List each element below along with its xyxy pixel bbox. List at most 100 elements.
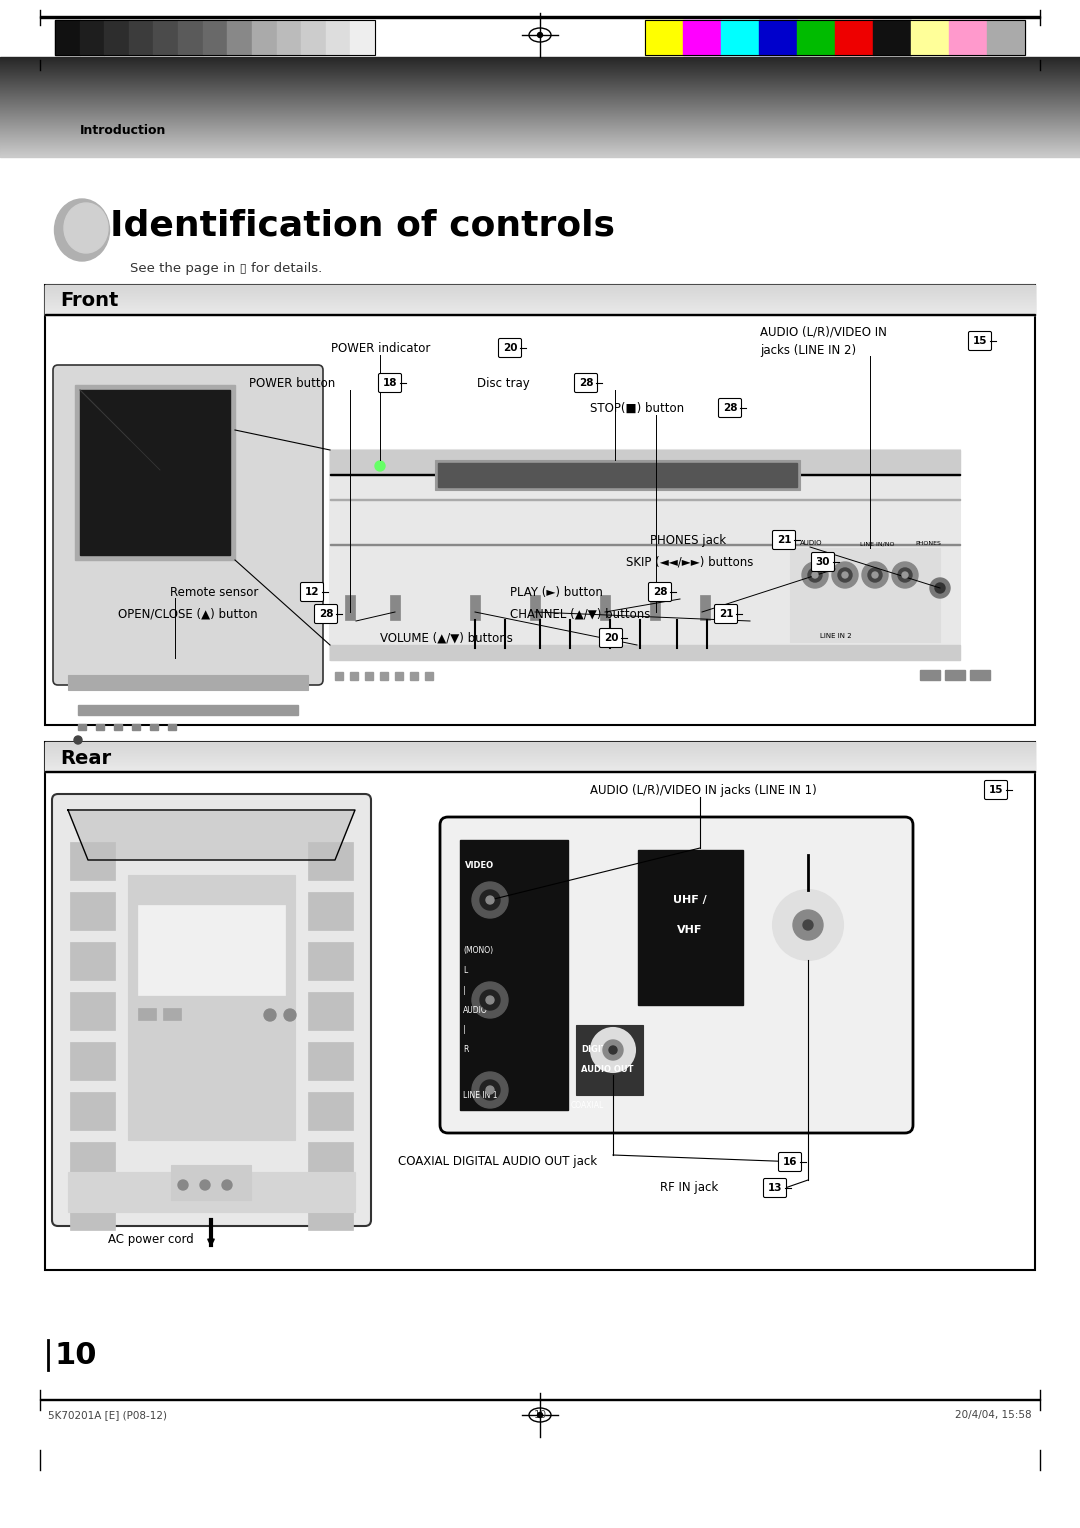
Circle shape — [200, 1180, 210, 1190]
FancyBboxPatch shape — [772, 530, 796, 550]
Bar — [55, 20, 375, 55]
Circle shape — [178, 1180, 188, 1190]
FancyBboxPatch shape — [718, 399, 742, 417]
Text: AUDIO OUT: AUDIO OUT — [581, 1065, 634, 1074]
Text: AUDIO (L/R)/VIDEO IN: AUDIO (L/R)/VIDEO IN — [760, 325, 887, 339]
Text: 20: 20 — [604, 633, 618, 643]
Text: Remote sensor: Remote sensor — [170, 585, 258, 599]
Ellipse shape — [64, 203, 108, 254]
Circle shape — [808, 568, 822, 582]
Bar — [797, 20, 835, 55]
Circle shape — [472, 983, 508, 1018]
Bar — [70, 1192, 114, 1230]
Bar — [114, 724, 122, 730]
Bar — [40, 15, 1040, 18]
Bar — [70, 941, 114, 979]
Circle shape — [480, 1080, 500, 1100]
FancyBboxPatch shape — [715, 605, 738, 623]
Text: AUDIO: AUDIO — [463, 1005, 488, 1015]
Text: OPEN/CLOSE (▲) button: OPEN/CLOSE (▲) button — [119, 608, 258, 620]
Text: 5K70201A [E] (P08-12): 5K70201A [E] (P08-12) — [48, 1410, 167, 1420]
Bar — [380, 672, 388, 680]
Bar — [163, 1008, 181, 1021]
Text: 15: 15 — [989, 785, 1003, 795]
FancyBboxPatch shape — [575, 373, 597, 393]
FancyBboxPatch shape — [314, 605, 337, 623]
Bar — [683, 20, 721, 55]
Circle shape — [75, 736, 82, 744]
Circle shape — [472, 882, 508, 918]
Text: DIGITAL: DIGITAL — [581, 1045, 618, 1054]
Bar — [45, 743, 1035, 1270]
Circle shape — [802, 562, 828, 588]
Bar — [132, 724, 140, 730]
Bar — [395, 672, 403, 680]
Bar — [75, 385, 235, 559]
Bar — [600, 594, 610, 620]
Circle shape — [862, 562, 888, 588]
Bar — [835, 20, 873, 55]
Bar — [350, 672, 357, 680]
Text: Disc tray: Disc tray — [477, 376, 530, 390]
Bar — [650, 594, 660, 620]
Text: Identification of controls: Identification of controls — [110, 208, 615, 241]
Text: AUDIO: AUDIO — [800, 539, 823, 545]
Ellipse shape — [54, 199, 109, 261]
Circle shape — [591, 1028, 635, 1073]
Bar — [759, 20, 797, 55]
Bar — [330, 451, 960, 475]
Circle shape — [486, 895, 494, 905]
Bar — [470, 594, 480, 620]
Bar — [308, 1192, 353, 1230]
Bar — [178, 20, 203, 55]
Text: jacks (LINE IN 2): jacks (LINE IN 2) — [760, 344, 856, 356]
Text: POWER indicator: POWER indicator — [330, 341, 430, 354]
Text: Front: Front — [60, 290, 119, 310]
Bar — [308, 892, 353, 931]
Text: LINE IN/NO: LINE IN/NO — [860, 541, 894, 545]
Bar — [700, 594, 710, 620]
FancyBboxPatch shape — [499, 339, 522, 358]
Bar — [308, 842, 353, 880]
Bar — [70, 1093, 114, 1131]
Circle shape — [486, 996, 494, 1004]
Circle shape — [935, 584, 945, 593]
Bar — [638, 850, 743, 1005]
FancyBboxPatch shape — [53, 365, 323, 685]
Bar — [945, 669, 966, 680]
Bar — [70, 842, 114, 880]
Text: AUDIO (L/R)/VIDEO IN jacks (LINE IN 1): AUDIO (L/R)/VIDEO IN jacks (LINE IN 1) — [590, 784, 816, 796]
Circle shape — [538, 32, 542, 38]
Bar — [920, 669, 940, 680]
Text: |: | — [463, 1025, 465, 1034]
Text: 20: 20 — [503, 342, 517, 353]
Bar — [645, 20, 1025, 55]
Bar — [105, 20, 129, 55]
Circle shape — [832, 562, 858, 588]
Bar — [335, 672, 343, 680]
Bar — [301, 20, 326, 55]
Text: POWER button: POWER button — [248, 376, 335, 390]
Text: UHF /: UHF / — [673, 895, 707, 905]
Text: COAXIAL DIGITAL AUDIO OUT jack: COAXIAL DIGITAL AUDIO OUT jack — [399, 1155, 597, 1169]
Bar — [330, 451, 960, 660]
Bar — [308, 992, 353, 1030]
Bar — [80, 390, 230, 555]
Bar — [308, 1093, 353, 1131]
Circle shape — [838, 568, 852, 582]
Circle shape — [480, 990, 500, 1010]
Text: See the page in ▯ for details.: See the page in ▯ for details. — [130, 261, 322, 275]
Bar — [68, 1172, 355, 1212]
Bar — [345, 594, 355, 620]
FancyBboxPatch shape — [985, 781, 1008, 799]
FancyBboxPatch shape — [764, 1178, 786, 1198]
Circle shape — [609, 1047, 617, 1054]
FancyBboxPatch shape — [599, 628, 622, 648]
Bar — [80, 20, 105, 55]
Bar — [330, 645, 960, 660]
Bar — [530, 594, 540, 620]
Circle shape — [480, 889, 500, 911]
Text: PLAY (►) button: PLAY (►) button — [510, 585, 603, 599]
Bar — [438, 463, 797, 487]
Bar — [410, 672, 418, 680]
